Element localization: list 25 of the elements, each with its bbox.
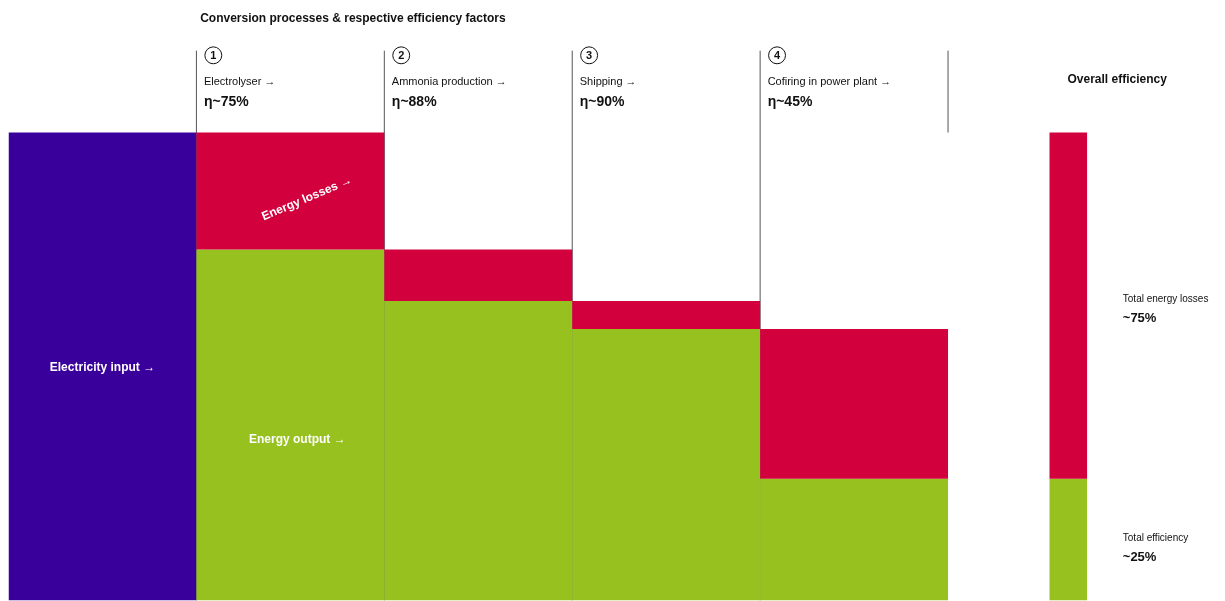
text: η~75% xyxy=(203,93,250,110)
text: η~88% xyxy=(391,93,438,110)
series-label: Energy output → xyxy=(249,432,346,447)
annotation: ~25% xyxy=(1122,548,1157,564)
text: 4 xyxy=(773,49,781,62)
x-tick-label: Ammonia production → xyxy=(391,75,507,88)
text: 1 xyxy=(210,49,217,62)
text: η~90% xyxy=(579,93,626,110)
x-tick-label: Shipping → xyxy=(579,75,637,88)
bar xyxy=(384,249,573,301)
x-tick-label: Cofiring in power plant → xyxy=(767,75,892,88)
x-tick-label: Electrolyser → xyxy=(203,75,276,88)
chart-title: Conversion processes & respective efficiency factors xyxy=(200,10,506,25)
annotation: Total efficiency xyxy=(1122,531,1189,543)
x-tick-label: Electricity input → xyxy=(49,359,156,374)
bar xyxy=(196,132,385,250)
bar xyxy=(572,301,761,330)
x-tick-label: Overall efficiency xyxy=(1067,71,1168,86)
text: 2 xyxy=(398,49,405,62)
annotation: ~75% xyxy=(1122,309,1157,325)
bar xyxy=(760,329,949,479)
text: η~45% xyxy=(767,93,813,110)
bar xyxy=(8,132,197,601)
text: 3 xyxy=(586,49,593,62)
annotation: Total energy losses xyxy=(1122,293,1209,305)
